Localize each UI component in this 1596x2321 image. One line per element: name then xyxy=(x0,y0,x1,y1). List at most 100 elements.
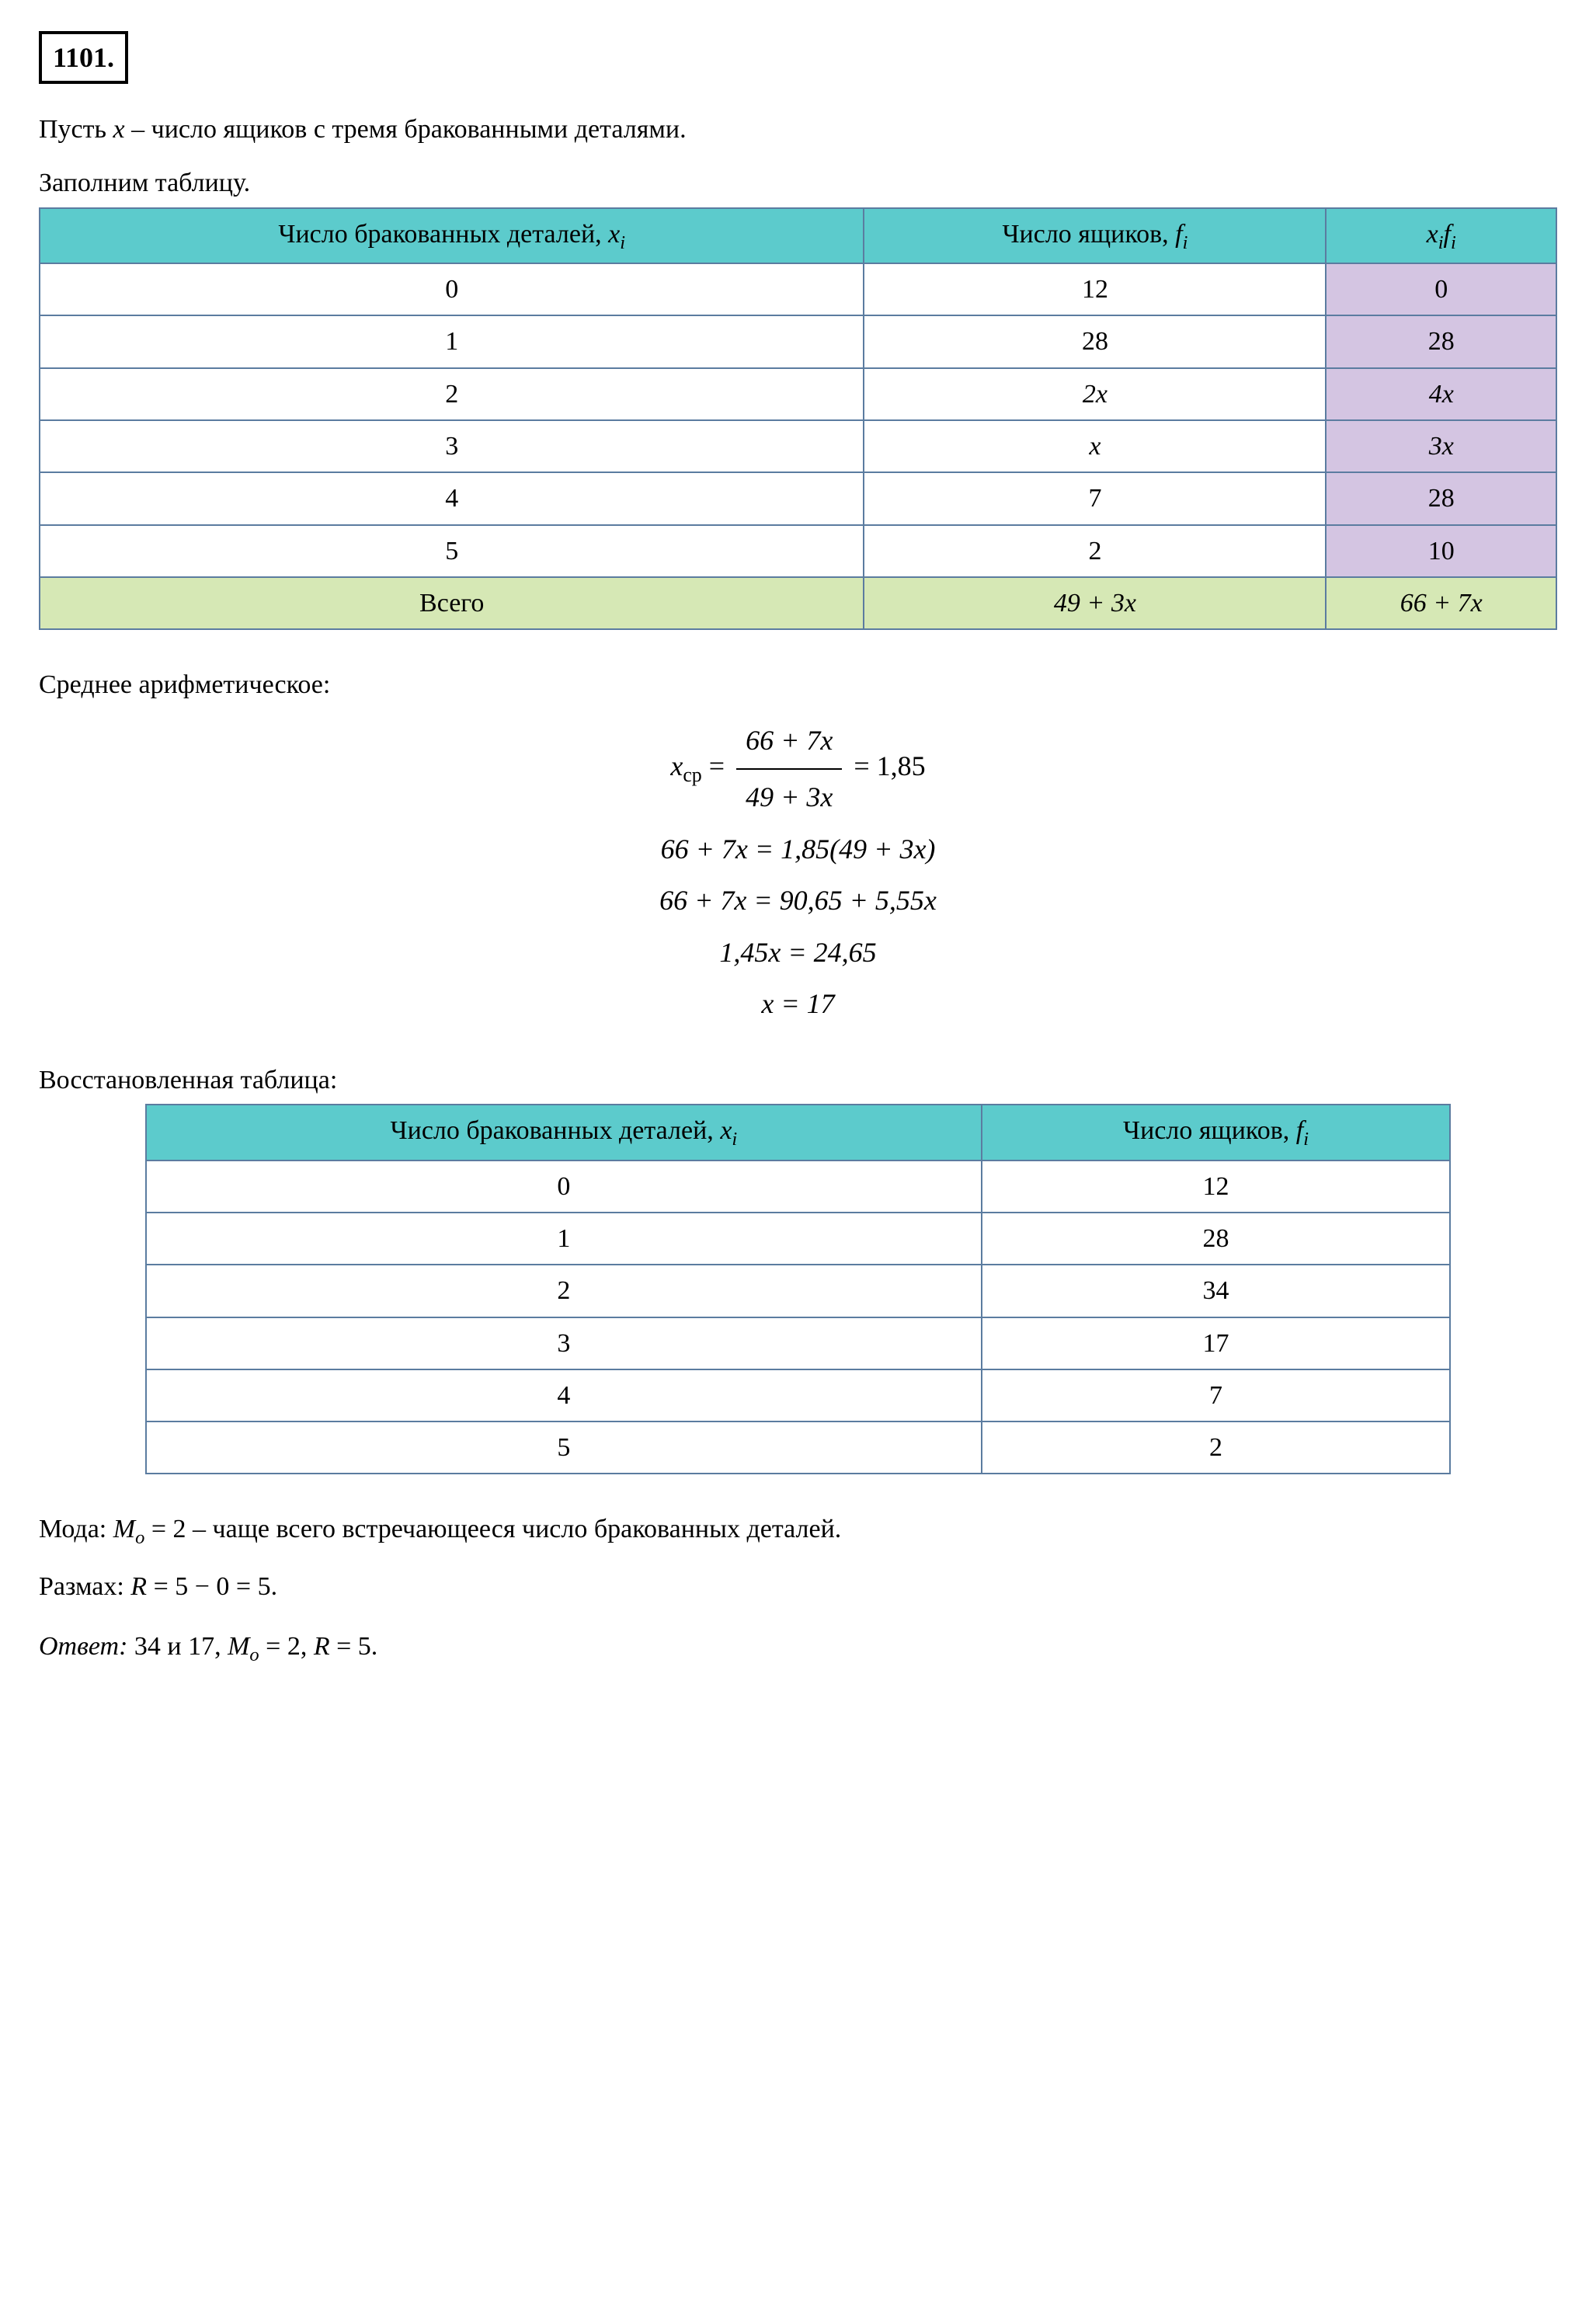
t2-h2-math: f xyxy=(1296,1116,1303,1145)
t1-total-c2-val: 49 + 3x xyxy=(1054,589,1136,618)
eq1-lhs-sub: ср xyxy=(683,764,701,787)
eq1-rhs: = 1,85 xyxy=(847,750,925,781)
t1-r4c3: 28 xyxy=(1326,472,1556,524)
answer-r-var: R xyxy=(314,1632,330,1661)
t1-r1c1: 1 xyxy=(40,315,864,367)
table-row: 128 xyxy=(146,1213,1450,1265)
t1-r3c3-val: 3x xyxy=(1429,432,1454,461)
t2-r5c2: 2 xyxy=(982,1421,1450,1474)
table-row: 0 12 0 xyxy=(40,263,1556,315)
intro-prefix: Пусть xyxy=(39,115,113,144)
t2-r5c1: 5 xyxy=(146,1421,982,1474)
answer-before: 34 и 17, xyxy=(127,1632,228,1661)
t1-h1-sub: i xyxy=(620,232,625,253)
table-1-header-row: Число бракованных деталей, xi Число ящик… xyxy=(40,208,1556,263)
t1-h2-math: f xyxy=(1175,220,1182,249)
answer-r-eq: = 5. xyxy=(330,1632,378,1661)
eq-line-2: 66 + 7x = 1,85(49 + 3x) xyxy=(39,823,1557,875)
mean-label: Среднее арифметическое: xyxy=(39,666,1557,704)
t2-h1-sub: i xyxy=(732,1129,737,1150)
table-row: 4 7 28 xyxy=(40,472,1556,524)
table-row: 3 x 3x xyxy=(40,420,1556,472)
mode-sub: o xyxy=(135,1527,144,1548)
t2-r2c2: 34 xyxy=(982,1265,1450,1317)
mode-rest: – чаще всего встречающееся число бракова… xyxy=(186,1515,842,1543)
table-row: 2 2x 4x xyxy=(40,368,1556,420)
t1-total-c2: 49 + 3x xyxy=(864,577,1326,629)
t1-r3c1: 3 xyxy=(40,420,864,472)
eq-line-5: x = 17 xyxy=(39,978,1557,1030)
t2-header-col2: Число ящиков, fi xyxy=(982,1105,1450,1160)
t2-h1-plain: Число бракованных деталей, xyxy=(391,1116,721,1145)
t1-r4c2: 7 xyxy=(864,472,1326,524)
t1-r3c2-val: x xyxy=(1089,432,1101,461)
t1-header-col1: Число бракованных деталей, xi xyxy=(40,208,864,263)
t1-r3c3: 3x xyxy=(1326,420,1556,472)
eq-line-1: xср = 66 + 7x49 + 3x = 1,85 xyxy=(39,715,1557,823)
table-row: 317 xyxy=(146,1317,1450,1369)
table-row: 5 2 10 xyxy=(40,525,1556,577)
mode-line: Мода: Mo = 2 – чаще всего встречающееся … xyxy=(39,1510,1557,1551)
table-row: 52 xyxy=(146,1421,1450,1474)
t1-h1-math: x xyxy=(608,220,620,249)
t1-h3-s1: i xyxy=(1438,232,1444,253)
table-row: 234 xyxy=(146,1265,1450,1317)
t2-r3c2: 17 xyxy=(982,1317,1450,1369)
t2-h2-sub: i xyxy=(1303,1129,1309,1150)
t2-r1c1: 1 xyxy=(146,1213,982,1265)
fill-table-label: Заполним таблицу. xyxy=(39,164,1557,202)
mode-eq: = 2 xyxy=(144,1515,186,1543)
mode-var: M xyxy=(113,1515,135,1543)
intro-text: Пусть x – число ящиков с тремя бракованн… xyxy=(39,110,1557,148)
t1-h3-s2: i xyxy=(1451,232,1456,253)
eq-line-4: 1,45x = 24,65 xyxy=(39,927,1557,979)
table-1: Число бракованных деталей, xi Число ящик… xyxy=(39,207,1557,630)
t2-h1-math: x xyxy=(720,1116,732,1145)
range-line: Размах: R = 5 − 0 = 5. xyxy=(39,1568,1557,1606)
t1-header-col3: xifi xyxy=(1326,208,1556,263)
t1-total-c3: 66 + 7x xyxy=(1326,577,1556,629)
intro-var: x xyxy=(113,115,125,144)
t1-h3-m1: x xyxy=(1427,220,1438,249)
answer-m-var: M xyxy=(228,1632,249,1661)
t1-header-col2: Число ящиков, fi xyxy=(864,208,1326,263)
eq1-lhs-var: x xyxy=(670,750,683,781)
t2-r0c2: 12 xyxy=(982,1160,1450,1213)
t1-h2-sub: i xyxy=(1183,232,1188,253)
t1-r5c1: 5 xyxy=(40,525,864,577)
t1-r2c1: 2 xyxy=(40,368,864,420)
eq1-eq: = xyxy=(702,750,732,781)
t1-r4c1: 4 xyxy=(40,472,864,524)
range-eq: = 5 − 0 = 5. xyxy=(147,1572,277,1601)
problem-number: 1101. xyxy=(39,31,128,84)
t2-header-col1: Число бракованных деталей, xi xyxy=(146,1105,982,1160)
t1-h1-plain: Число бракованных деталей, xyxy=(278,220,608,249)
t1-total-label: Всего xyxy=(40,577,864,629)
t1-r0c3: 0 xyxy=(1326,263,1556,315)
t1-r0c2: 12 xyxy=(864,263,1326,315)
t1-r0c1: 0 xyxy=(40,263,864,315)
t1-r1c3: 28 xyxy=(1326,315,1556,367)
table-row: 1 28 28 xyxy=(40,315,1556,367)
table-row: 47 xyxy=(146,1369,1450,1421)
answer-label: Ответ: xyxy=(39,1632,127,1661)
restored-table-label: Восстановленная таблица: xyxy=(39,1061,1557,1099)
t2-r4c1: 4 xyxy=(146,1369,982,1421)
t1-r5c3: 10 xyxy=(1326,525,1556,577)
range-var: R xyxy=(130,1572,147,1601)
t1-total-c3-val: 66 + 7x xyxy=(1400,589,1483,618)
t2-r0c1: 0 xyxy=(146,1160,982,1213)
t1-r2c3: 4x xyxy=(1326,368,1556,420)
t2-r2c1: 2 xyxy=(146,1265,982,1317)
t2-r4c2: 7 xyxy=(982,1369,1450,1421)
t2-r3c1: 3 xyxy=(146,1317,982,1369)
eq1-frac-den: 49 + 3x xyxy=(736,770,842,823)
eq-line-3: 66 + 7x = 90,65 + 5,55x xyxy=(39,875,1557,927)
mode-label: Мода: xyxy=(39,1515,113,1543)
table-1-total-row: Всего 49 + 3x 66 + 7x xyxy=(40,577,1556,629)
t2-r1c2: 28 xyxy=(982,1213,1450,1265)
t1-r1c2: 28 xyxy=(864,315,1326,367)
t1-r2c2: 2x xyxy=(864,368,1326,420)
table-2-header-row: Число бракованных деталей, xi Число ящик… xyxy=(146,1105,1450,1160)
intro-rest: – число ящиков с тремя бракованными дета… xyxy=(125,115,687,144)
